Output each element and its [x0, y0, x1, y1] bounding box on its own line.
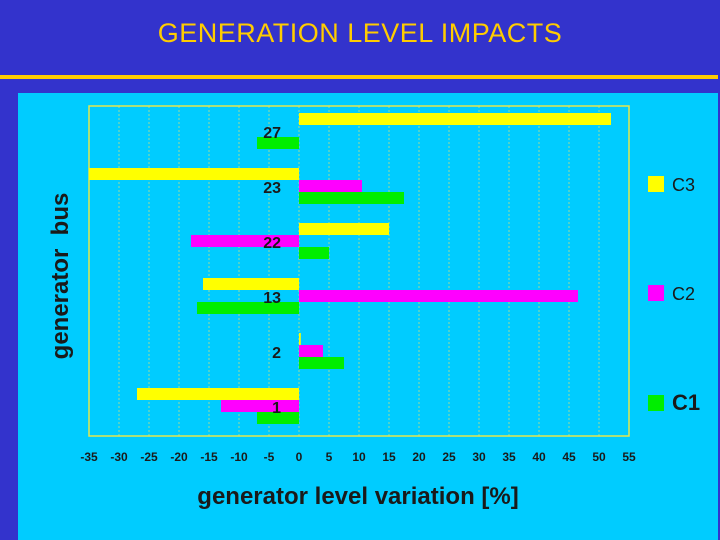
- bars: [89, 113, 611, 424]
- legend-swatch-c3: [648, 176, 664, 192]
- bar-c3-bus-23: [89, 168, 299, 180]
- bar-c1-bus-2: [299, 357, 344, 369]
- x-tick-label: -5: [264, 450, 275, 464]
- x-tick-label: -15: [200, 450, 218, 464]
- bar-c2-bus-13: [299, 290, 578, 302]
- grid-lines: [88, 106, 630, 436]
- plot-area: [88, 105, 630, 437]
- x-tick-label: -35: [80, 450, 98, 464]
- x-tick-label: 20: [412, 450, 426, 464]
- legend-label-c1: C1: [672, 390, 700, 415]
- category-labels: 27 23 22 13 2 1: [263, 125, 281, 417]
- x-tick-label: -10: [230, 450, 248, 464]
- x-tick-label: 50: [592, 450, 606, 464]
- category-label: 27: [263, 125, 281, 142]
- x-tick-label: 55: [622, 450, 636, 464]
- category-label: 13: [263, 290, 281, 307]
- legend: C3 C2 C1: [648, 175, 700, 415]
- bar-c1-bus-23: [299, 192, 404, 204]
- x-axis-label: generator level variation [%]: [197, 483, 518, 510]
- x-tick-label: 10: [352, 450, 366, 464]
- title-divider: [0, 75, 718, 79]
- category-label: 1: [272, 400, 281, 417]
- x-tick-label: 0: [296, 450, 303, 464]
- bar-c2-bus-22: [191, 235, 299, 247]
- x-tick-label: 40: [532, 450, 546, 464]
- x-tick-label: -30: [110, 450, 128, 464]
- chart-panel: [18, 93, 718, 540]
- slide-title: GENERATION LEVEL IMPACTS: [157, 18, 563, 48]
- bar-c3-bus-27: [299, 113, 611, 125]
- x-tick-label: 15: [382, 450, 396, 464]
- bar-c1-bus-13: [197, 302, 299, 314]
- category-label: 22: [263, 235, 281, 252]
- x-tick-label: -25: [140, 450, 158, 464]
- category-label: 23: [263, 180, 281, 197]
- legend-label-c2: C2: [672, 284, 695, 304]
- bar-c3-bus-2: [299, 333, 301, 345]
- bar-c2-bus-1: [221, 400, 299, 412]
- legend-label-c3: C3: [672, 175, 695, 195]
- y-axis-label: generator bus: [47, 193, 74, 360]
- bar-c2-bus-2: [299, 345, 323, 357]
- bar-c1-bus-1: [257, 412, 299, 424]
- x-tick-label: 35: [502, 450, 516, 464]
- bar-c2-bus-23: [299, 180, 362, 192]
- bar-c3-bus-13: [203, 278, 299, 290]
- x-tick-label: 25: [442, 450, 456, 464]
- bar-c1-bus-27: [257, 137, 299, 149]
- category-label: 2: [272, 345, 281, 362]
- x-tick-label: 45: [562, 450, 576, 464]
- bar-c3-bus-22: [299, 223, 389, 235]
- legend-swatch-c2: [648, 285, 664, 301]
- x-tick-label: 5: [326, 450, 333, 464]
- x-tick-label: -20: [170, 450, 188, 464]
- bar-c1-bus-22: [299, 247, 329, 259]
- legend-swatch-c1: [648, 395, 664, 411]
- x-tick-label: 30: [472, 450, 486, 464]
- bar-c3-bus-1: [137, 388, 299, 400]
- x-tick-labels: -35 -30 -25 -20 -15 -10 -5 0 5 10 15 20 25 30 35 40 45 50…: [80, 450, 636, 464]
